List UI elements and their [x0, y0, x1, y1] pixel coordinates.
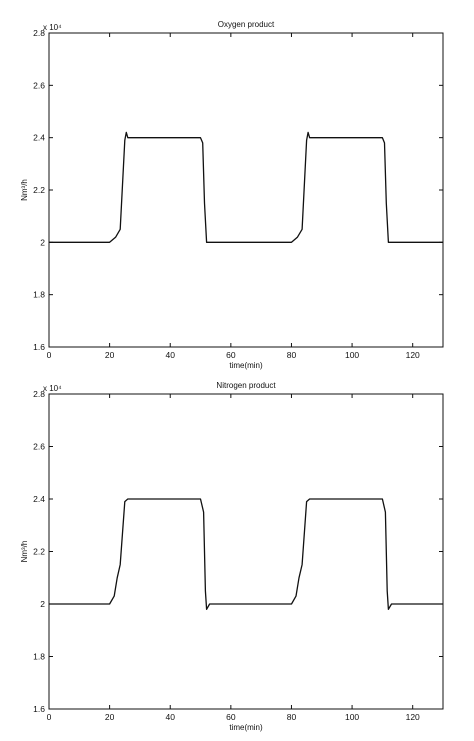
chart-title: Nitrogen product [216, 381, 276, 390]
series-line [49, 498, 443, 610]
y-tick-label: 2.6 [33, 80, 45, 90]
series-line [49, 131, 443, 243]
y-tick-label: 2.8 [33, 389, 45, 399]
y-tick-label: 2.2 [33, 547, 45, 557]
y-tick-label: 2.4 [33, 494, 45, 504]
y-tick-label: 2.2 [33, 185, 45, 195]
oxygen-chart: Oxygen product time(min) Nm³/h x 10⁴ 0 20… [20, 20, 444, 370]
x-tick-label: 0 [47, 350, 52, 360]
y-tick-label: 2.4 [33, 133, 45, 143]
x-tick-label: 20 [105, 712, 115, 722]
y-tick-label: 2 [40, 237, 45, 247]
y-tick-label: 2.6 [33, 442, 45, 452]
x-tick-label: 0 [47, 712, 52, 722]
y-tick-label: 1.8 [33, 652, 45, 662]
x-tick-label: 60 [226, 712, 236, 722]
y-axis-label: Nm³/h [20, 179, 29, 201]
x-tick-label: 100 [345, 712, 359, 722]
x-tick-label: 20 [105, 350, 115, 360]
chart-title: Oxygen product [218, 20, 275, 29]
y-tick-label: 2.8 [33, 28, 45, 38]
plot-frame [48, 393, 444, 710]
plot-frame [48, 32, 444, 348]
x-tick-label: 60 [226, 350, 236, 360]
x-tick-label: 100 [345, 350, 359, 360]
x-tick-label: 80 [287, 350, 297, 360]
y-axis-label: Nm³/h [20, 541, 29, 563]
x-tick-label: 120 [406, 350, 420, 360]
y-tick-label: 2 [40, 599, 45, 609]
y-scale-label: x 10⁴ [43, 384, 62, 393]
x-tick-label: 40 [165, 350, 175, 360]
y-tick-label: 1.6 [33, 342, 45, 352]
x-axis-label: time(min) [229, 723, 263, 732]
y-tick-label: 1.6 [33, 704, 45, 714]
x-axis-label: time(min) [229, 361, 263, 370]
nitrogen-chart: Nitrogen product time(min) Nm³/h x 10⁴ 0… [20, 381, 444, 732]
y-scale-label: x 10⁴ [43, 23, 62, 32]
x-tick-label: 120 [406, 712, 420, 722]
y-tick-label: 1.8 [33, 290, 45, 300]
x-tick-label: 80 [287, 712, 297, 722]
x-tick-label: 40 [165, 712, 175, 722]
